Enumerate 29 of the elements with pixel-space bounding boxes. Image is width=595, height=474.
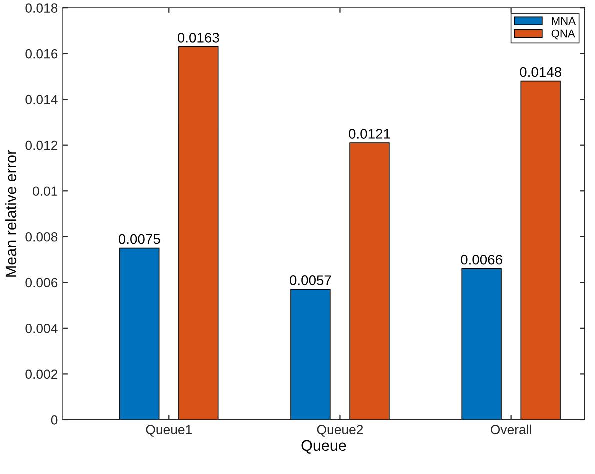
bar <box>462 268 502 420</box>
data-label: 0.0057 <box>290 276 332 286</box>
data-label: 0.0066 <box>461 254 502 265</box>
bar <box>350 142 390 420</box>
bar <box>120 248 160 420</box>
bar <box>520 80 561 420</box>
bar <box>178 46 219 420</box>
y-tick-label: 0.004 <box>26 324 58 334</box>
y-tick-label: 0.014 <box>26 95 58 105</box>
data-label: 0.0163 <box>178 32 220 43</box>
y-tick-label: 0.012 <box>26 140 58 150</box>
y-tick-label: 0.016 <box>26 49 58 59</box>
y-tick-label: 0.002 <box>26 370 58 380</box>
data-label: 0.0075 <box>118 234 160 244</box>
y-tick-label: 0.018 <box>26 4 58 13</box>
x-tick-label: Overall <box>491 424 532 435</box>
legend-label: MNA <box>552 17 576 25</box>
x-axis-title: Queue <box>302 440 346 454</box>
y-tick-label: 0 <box>51 416 58 425</box>
y-tick-label: 0.006 <box>26 278 58 288</box>
y-tick-label: 0.01 <box>33 186 58 196</box>
y-tick-label: 0.008 <box>26 232 58 242</box>
data-label: 0.0121 <box>349 129 390 139</box>
y-axis-title: Mean relative error <box>5 150 17 277</box>
bar <box>290 289 331 420</box>
x-tick-label: Queue1 <box>146 425 192 437</box>
data-label: 0.0148 <box>520 67 562 78</box>
legend-label: QNA <box>552 30 576 40</box>
x-tick-label: Queue2 <box>317 425 364 437</box>
